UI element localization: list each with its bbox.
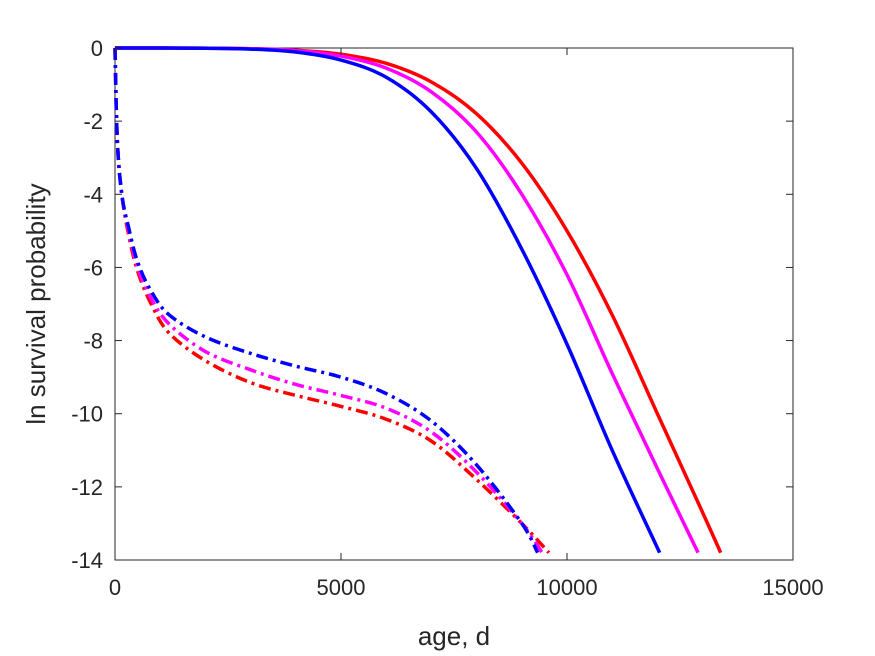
y-tick-label: -14 [71, 548, 103, 573]
axes-box [114, 47, 794, 561]
plot-area: 0 5000 10000 15000 0 -2 -4 -6 -8 -10 -12 -14 [71, 36, 823, 600]
ticks-layer: 0 5000 10000 15000 0 -2 -4 -6 -8 -10 -12 -14 [71, 36, 823, 600]
series-layer [113, 46, 723, 554]
y-tick-label: -4 [83, 182, 103, 207]
x-tick-label: 0 [109, 575, 121, 600]
x-tick-label: 10000 [536, 575, 597, 600]
y-tick-label: -12 [71, 475, 103, 500]
x-axis-label: age, d [418, 621, 490, 651]
y-tick-label: -10 [71, 402, 103, 427]
series-dashdot-blue [113, 47, 540, 554]
x-tick-label: 15000 [762, 575, 823, 600]
series-solid-blue [114, 46, 662, 554]
series-solid-magenta [114, 46, 700, 554]
y-tick-label: -8 [83, 329, 103, 354]
series-solid-red [114, 46, 723, 554]
y-tick-label: 0 [91, 36, 103, 61]
series-dashdot-red [113, 47, 551, 554]
y-tick-label: -2 [83, 109, 103, 134]
series-dashdot-magenta [113, 47, 544, 554]
y-axis-label: ln survival probability [21, 183, 51, 424]
x-tick-label: 5000 [317, 575, 366, 600]
y-tick-label: -6 [83, 255, 103, 280]
